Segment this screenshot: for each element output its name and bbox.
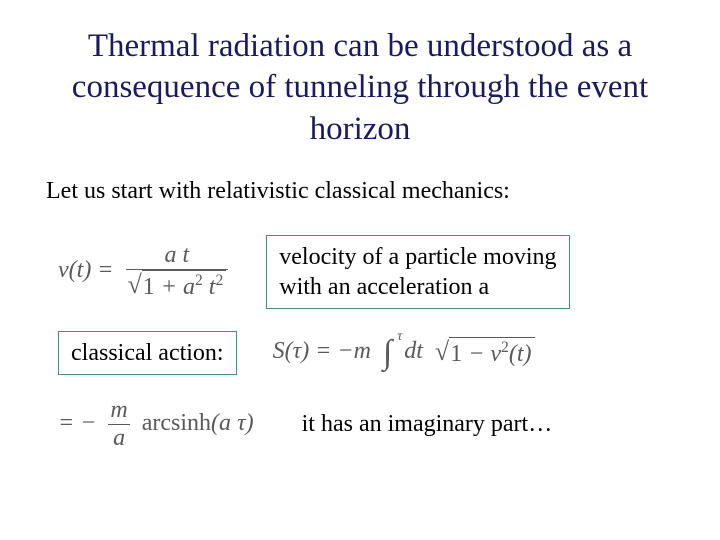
row-action: classical action: S(τ) = −m ∫τ dt √ 1 − … xyxy=(58,331,680,375)
slide: Thermal radiation can be understood as a… xyxy=(0,0,720,540)
action-box-text: classical action: xyxy=(71,340,224,366)
slide-title: Thermal radiation can be understood as a… xyxy=(40,26,680,150)
velocity-box-line1: velocity of a particle moving xyxy=(279,244,556,270)
velocity-box-line2: with an acceleration a xyxy=(279,274,489,300)
intro-text: Let us start with relativistic classical… xyxy=(46,178,680,205)
arcsinh-formula: = − m a arcsinh(a τ) xyxy=(58,397,254,452)
velocity-formula: v(t) = a t √ 1 + a2 t2 xyxy=(58,242,228,301)
imaginary-text: it has an imaginary part… xyxy=(302,411,553,438)
row-arcsinh: = − m a arcsinh(a τ) it has an imaginary… xyxy=(58,397,680,452)
action-box: classical action: xyxy=(58,331,237,375)
velocity-box: velocity of a particle moving with an ac… xyxy=(266,235,569,309)
row-velocity: v(t) = a t √ 1 + a2 t2 velocity of a par… xyxy=(58,235,680,309)
action-formula: S(τ) = −m ∫τ dt √ 1 − v2(t) xyxy=(273,337,535,368)
